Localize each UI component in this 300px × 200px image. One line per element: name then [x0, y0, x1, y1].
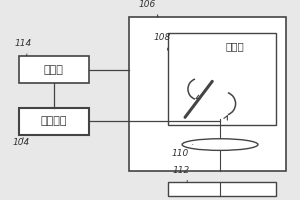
Text: 114: 114	[15, 39, 32, 56]
Ellipse shape	[182, 139, 258, 150]
Text: 104: 104	[13, 138, 30, 147]
Text: 激光系统: 激光系统	[40, 116, 67, 126]
Bar	[129, 17, 286, 171]
Text: 110: 110	[171, 145, 193, 158]
Text: 108: 108	[154, 33, 171, 50]
Bar	[167, 33, 277, 125]
Text: 扫描镜: 扫描镜	[226, 41, 244, 51]
Text: 106: 106	[138, 0, 158, 17]
Bar	[19, 56, 89, 83]
Bar	[19, 108, 89, 135]
Text: 112: 112	[172, 166, 190, 182]
Text: 控制器: 控制器	[44, 65, 64, 75]
Bar	[167, 182, 277, 196]
